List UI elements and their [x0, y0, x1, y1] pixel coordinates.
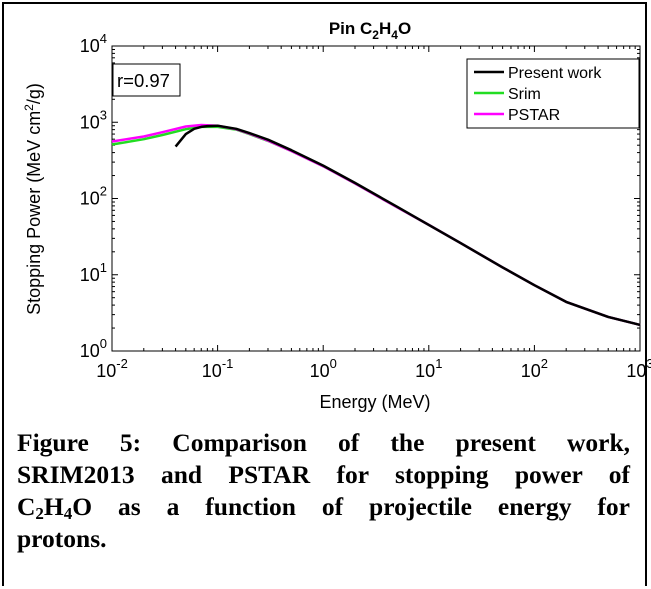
caption-line-3: C2H4O as a function of projectile energy… [17, 491, 630, 523]
x-tick-label: 101 [415, 356, 442, 381]
legend: Present work Srim PSTAR [467, 59, 639, 128]
stopping-power-chart: Pin C2H4O 10-2 10-1 100 101 102 103 100 101 102 1… [0, 0, 651, 425]
caption-sub-4: 4 [64, 504, 73, 523]
x-tick-label: 102 [521, 356, 548, 381]
caption-line-1: Figure 5: Comparison of the present work… [17, 427, 630, 459]
x-tick-label: 10-2 [96, 356, 128, 381]
figure-caption: Figure 5: Comparison of the present work… [17, 427, 630, 555]
x-tick-label: 103 [626, 356, 651, 381]
x-axis-label: Energy (MeV) [319, 392, 430, 412]
y-tick-label: 100 [80, 336, 107, 361]
x-tick-label: 100 [310, 356, 337, 381]
y-tick-label: 101 [80, 260, 107, 285]
legend-label: Srim [508, 86, 541, 103]
caption-sub-2: 2 [35, 504, 44, 523]
chart-title-main: Pin C [329, 19, 372, 38]
y-tick-label: 102 [80, 184, 107, 209]
y-axis-label-end: /g) [24, 83, 44, 104]
x-tick-label: 10-1 [202, 356, 234, 381]
caption-line-2: SRIM2013 and PSTAR for stopping power of [17, 459, 630, 491]
caption-c: C [17, 492, 35, 521]
legend-label: Present work [508, 65, 602, 82]
y-tick-label: 103 [80, 107, 107, 132]
r-annotation-text: r=0.97 [117, 70, 170, 91]
y-tick-label: 104 [80, 31, 107, 56]
caption-line-4: protons. [17, 523, 630, 555]
y-axis-label-main: Stopping Power (MeV cm [24, 111, 44, 315]
caption-h: H [44, 492, 64, 521]
y-axis-label: Stopping Power (MeV cm2/g) [22, 83, 44, 315]
chart-title: Pin C2H4O [329, 19, 411, 42]
caption-rest: O as a function of projectile energy for [72, 492, 630, 521]
r-annotation: r=0.97 [113, 64, 180, 96]
legend-label: PSTAR [508, 107, 560, 124]
chart-title-mid: H [379, 19, 391, 38]
chart-title-end: O [398, 19, 411, 38]
